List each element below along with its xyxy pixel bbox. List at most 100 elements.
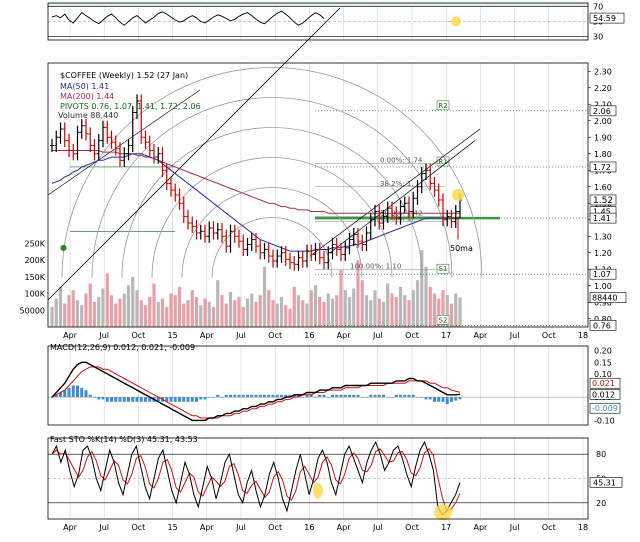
macd-hist-bar (373, 394, 377, 398)
volume-bar (394, 296, 398, 327)
macd-hist-bar (186, 397, 190, 402)
volume-bar (292, 286, 296, 327)
volume-bar (169, 293, 173, 327)
volume-bar (54, 298, 58, 327)
volume-bar (377, 298, 381, 327)
volume-bar (352, 288, 356, 327)
volume-tick-label: 200K (24, 256, 45, 265)
macd-hist-bar (441, 397, 445, 402)
sto-d-line (51, 448, 461, 512)
x-tick-label: Oct (131, 523, 145, 532)
macd-hist-bar (284, 394, 288, 398)
macd-hist-bar (169, 397, 173, 402)
volume-bar (160, 298, 165, 327)
macd-hist-bar (360, 397, 364, 398)
fib-label: 0.00%: 1.74 (380, 157, 423, 165)
macd-hist-bar (156, 397, 160, 402)
volume-bar (101, 288, 105, 327)
macd-hist-bar (110, 397, 113, 402)
macd-hist-bar (178, 397, 181, 402)
macd-hist-bar (386, 397, 390, 398)
macd-hist-bar (365, 397, 368, 398)
volume-bar (224, 303, 228, 327)
fib-arc (121, 127, 423, 278)
macd-hist-bar (135, 397, 139, 402)
volume-bar (454, 293, 458, 327)
price-value-box (589, 105, 617, 117)
trendline (47, 89, 201, 196)
x-tick-label: 18 (578, 331, 588, 340)
macd-hist-bar (331, 394, 334, 398)
macd-hist-bar (407, 394, 411, 398)
volume-bar (220, 295, 224, 327)
x-tick-label: Oct (268, 331, 282, 340)
macd-hist-bar (428, 397, 432, 400)
macd-hist-bar (403, 394, 407, 398)
x-tick-label: 17 (441, 523, 451, 532)
macd-hist-bar (212, 397, 215, 398)
volume-bar (152, 283, 156, 327)
volume-bar (420, 250, 424, 327)
macd-hist-bar (305, 394, 309, 398)
sto-value-box (589, 476, 623, 488)
volume-bar (403, 295, 407, 327)
macd-hist-bar (450, 397, 453, 402)
x-tick-label: Jul (235, 523, 246, 532)
price-tick-label: 1.30 (594, 232, 612, 241)
macd-hist-bar (343, 394, 347, 398)
volume-value-label: 88440 (592, 294, 617, 303)
volume-bar (250, 293, 254, 327)
macd-hist-bar (131, 397, 135, 402)
annotation-50ma: 50ma (450, 244, 473, 253)
macd-hist-bar (246, 394, 249, 398)
volume-bar (67, 295, 71, 327)
volume-bar (207, 301, 211, 327)
sto-frame (47, 437, 589, 520)
macd-line (51, 361, 461, 422)
rsi-tick-label: 30 (593, 32, 603, 41)
price-value-label: 1.07 (593, 270, 611, 279)
price-legend: $COFFEE (Weekly) 1.52 (27 Jan) MA(50) 1.… (58, 71, 201, 120)
volume-bar (50, 306, 54, 327)
volume-bar (211, 306, 216, 327)
volume-tick-label: 150K (24, 273, 45, 282)
volume-bar (105, 273, 109, 327)
volume-bar (305, 303, 309, 327)
macd-hist-bar (118, 397, 122, 402)
price-value-label: 0.76 (593, 321, 611, 330)
volume-bar (437, 298, 441, 327)
volume-bar (194, 296, 199, 327)
price-tick-label: 1.20 (594, 249, 612, 258)
x-tick-label: Apr (200, 331, 215, 340)
macd-hist-bar (390, 397, 394, 398)
x-tick-label: Apr (63, 331, 78, 340)
volume-bar (203, 298, 207, 327)
macd-hist-bar (254, 394, 258, 398)
volume-bar (258, 295, 262, 327)
macd-value-box (589, 402, 621, 414)
volume-bar (148, 296, 152, 327)
volume-bar (262, 266, 267, 327)
fib-label: 38.2%: 1. (380, 180, 414, 188)
macd-value-box (589, 389, 621, 400)
macd-hist-bar (173, 397, 177, 402)
x-tick-label: Apr (200, 523, 215, 532)
macd-hist-bar (59, 392, 62, 398)
macd-hist-bar (411, 394, 415, 398)
macd-hist-bar (114, 397, 118, 402)
macd-hist-bar (356, 394, 360, 398)
volume-bar (58, 286, 63, 327)
fib-label: 100.00%: 1.10 (350, 262, 401, 270)
macd-hist-bar (377, 394, 381, 398)
macd-value-label: 0.012 (592, 390, 615, 399)
macd-hist-bar (433, 397, 436, 402)
price-value-label: 1.52 (593, 196, 613, 206)
macd-hist-bar (88, 394, 92, 398)
volume-bar (190, 290, 194, 327)
macd-hist-bar (288, 394, 292, 398)
macd-hist-bar (292, 394, 296, 398)
price-tick-label: 2.10 (594, 100, 612, 109)
x-tick-label: Jul (98, 523, 109, 532)
volume-bar (182, 303, 186, 327)
volume-bar (118, 298, 122, 327)
